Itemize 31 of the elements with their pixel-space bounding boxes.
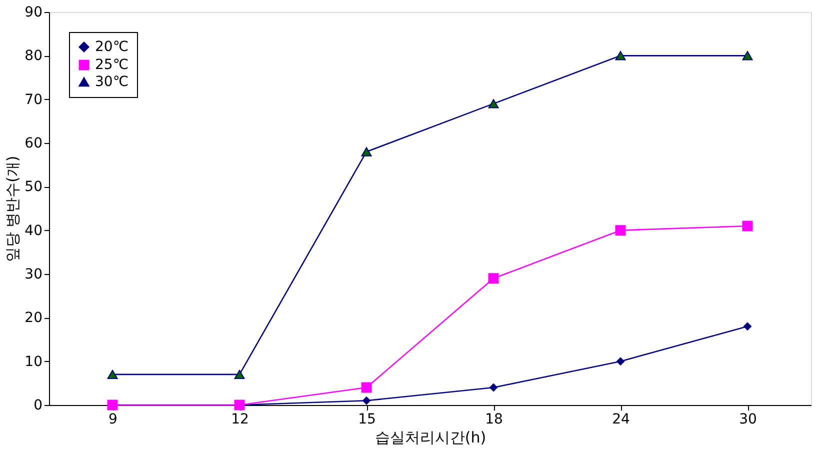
point (361, 147, 372, 156)
point (742, 220, 753, 232)
y-tick-label: 10 (24, 354, 42, 370)
y-tick-label: 40 (24, 222, 42, 239)
x-tick-label: 18 (485, 412, 503, 428)
legend-label: 20℃ (95, 39, 129, 55)
x-tick-label: 24 (612, 412, 630, 428)
point (107, 370, 118, 380)
y-tick-label: 60 (24, 136, 42, 152)
y-tick-label: 30 (24, 266, 42, 282)
x-axis-title: 습실처리시간(h) (374, 428, 486, 446)
y-tick-label: 0 (34, 398, 42, 414)
x-tick-label: 30 (739, 412, 757, 428)
point (742, 51, 753, 60)
y-tick-label: 80 (24, 48, 42, 64)
point (615, 225, 626, 236)
y-tick-label: 70 (24, 92, 42, 108)
y-tick-label: 50 (24, 179, 42, 196)
legend-label: 30℃ (95, 74, 129, 90)
point (488, 99, 499, 108)
legend-label: 25℃ (95, 57, 129, 73)
y-tick-label: 20 (24, 310, 42, 326)
point (234, 370, 245, 380)
y-axis-title: 잎당 병반수(개) (4, 156, 22, 262)
point (361, 382, 372, 393)
point (615, 51, 626, 60)
x-tick-label: 15 (358, 412, 376, 428)
x-tick-label: 9 (108, 412, 118, 428)
point (488, 273, 499, 284)
x-tick-label: 12 (231, 412, 249, 428)
y-tick-label: 90 (24, 4, 42, 20)
